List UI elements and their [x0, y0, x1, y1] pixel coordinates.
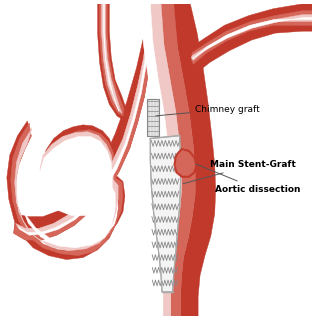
Polygon shape [100, 4, 124, 116]
Polygon shape [15, 128, 118, 251]
Text: Aortic dissection: Aortic dissection [196, 164, 300, 194]
Polygon shape [20, 134, 115, 248]
Polygon shape [190, 4, 312, 74]
Polygon shape [174, 4, 216, 316]
Text: Main Stent-Graft: Main Stent-Graft [183, 160, 296, 184]
Polygon shape [7, 121, 125, 260]
Polygon shape [150, 136, 180, 292]
Polygon shape [18, 4, 150, 235]
Polygon shape [103, 4, 119, 111]
Polygon shape [150, 4, 181, 316]
Polygon shape [191, 11, 312, 64]
Polygon shape [174, 148, 197, 178]
Polygon shape [11, 123, 123, 256]
Polygon shape [101, 4, 122, 113]
Polygon shape [14, 4, 154, 240]
Polygon shape [161, 4, 195, 316]
Polygon shape [140, 4, 170, 316]
Polygon shape [192, 18, 312, 59]
Text: Chimney graft: Chimney graft [156, 105, 260, 116]
Polygon shape [191, 15, 312, 60]
Polygon shape [14, 4, 154, 240]
Polygon shape [16, 4, 149, 232]
Polygon shape [98, 4, 127, 121]
Polygon shape [176, 150, 195, 176]
Polygon shape [148, 99, 159, 136]
